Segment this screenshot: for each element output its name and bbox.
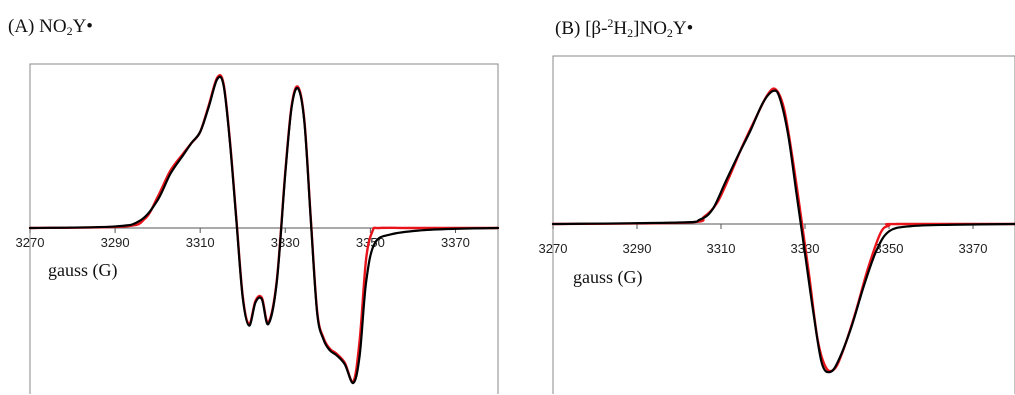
panel-b-x-tick-label-3370: 3370 [959, 241, 988, 256]
panel-b-x-tick-label-3270: 3270 [539, 241, 568, 256]
panel-b-experimental-trace [551, 89, 1015, 374]
panel-a-title: (A) NO2Y• [8, 16, 93, 38]
panel-a-x-tick-label-3370: 3370 [441, 235, 470, 250]
panel-b-x-axis-title: gauss (G) [573, 267, 643, 288]
panel-b-x-tick-label-3350: 3350 [875, 241, 904, 256]
panel-a-x-tick-label-3310: 3310 [186, 235, 215, 250]
panel-b-x-tick-label-3310: 3310 [707, 241, 736, 256]
panel-b-title: (B) [β-2H2]NO2Y• [555, 16, 694, 40]
panel-a-x-tick-label-3290: 3290 [101, 235, 130, 250]
panel-b-simulation-trace [551, 87, 1015, 373]
panel-a-x-axis-title: gauss (G) [48, 260, 118, 281]
panel-a-x-tick-label-3270: 3270 [16, 235, 45, 250]
panel-a-x-tick-label-3330: 3330 [271, 235, 300, 250]
panel-a-simulation-trace [28, 74, 500, 384]
panel-b-x-tick-label-3290: 3290 [623, 241, 652, 256]
panel-a-experimental-trace [28, 75, 500, 385]
